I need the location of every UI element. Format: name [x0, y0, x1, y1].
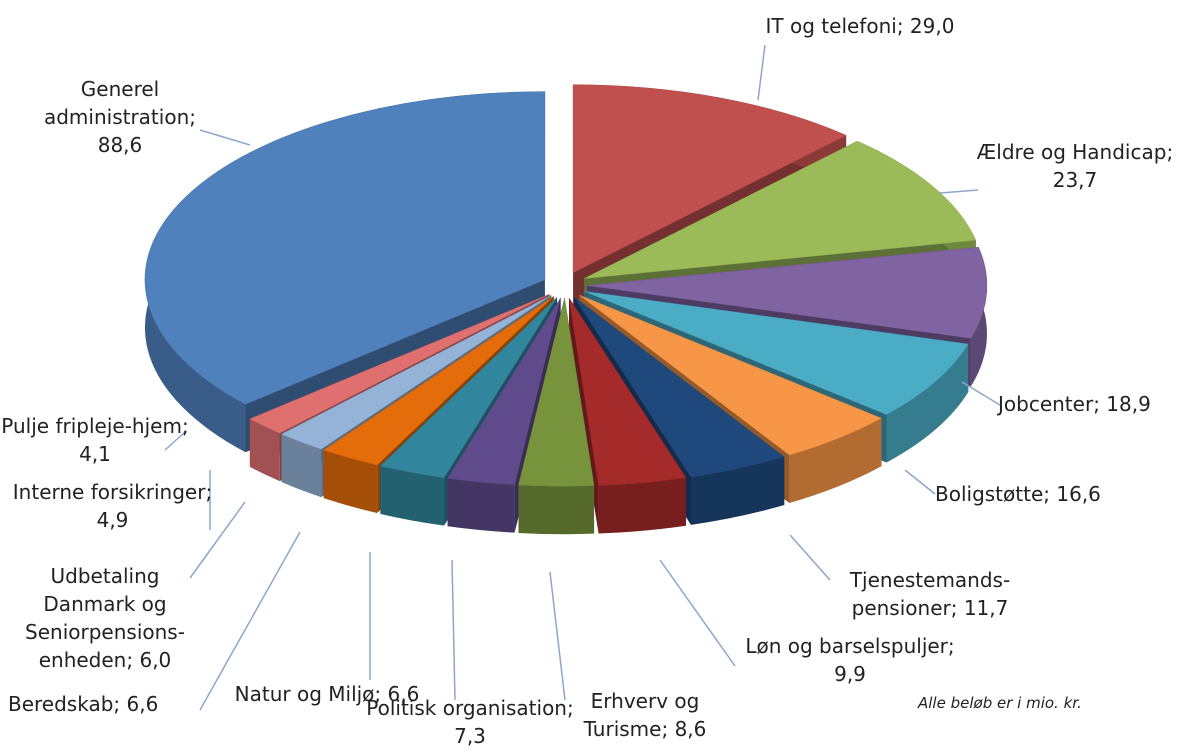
data-label: Jobcenter; 18,9: [998, 390, 1197, 418]
label-name: Generel administration: [43, 77, 190, 129]
label-name: Natur og Miljø: [234, 682, 375, 706]
label-separator: ;: [896, 14, 910, 38]
label-name: Beredskab: [8, 692, 114, 716]
data-label: Tjenestemands-pensioner; 11,7: [815, 566, 1045, 622]
slice-top: [281, 295, 552, 450]
label-value: 29,0: [909, 14, 955, 38]
label-value: 6,6: [387, 682, 420, 706]
data-label: Erhverv og Turisme; 8,6: [560, 687, 730, 743]
data-label: Løn og barselspuljer; 9,9: [735, 632, 965, 688]
slice-top: [379, 297, 558, 478]
data-label: Beredskab; 6,6: [8, 690, 218, 718]
label-value: 6,6: [126, 692, 159, 716]
slice-side: [789, 418, 882, 504]
leader-line: [961, 381, 1001, 406]
label-separator: ;: [205, 480, 219, 504]
label-separator: ;: [1093, 392, 1107, 416]
data-label: Ældre og Handicap; 23,7: [975, 138, 1175, 194]
label-separator: ;: [566, 696, 581, 720]
slice-side: [323, 450, 378, 514]
label-value: 7,3: [454, 724, 486, 748]
slice-top: [144, 91, 546, 405]
label-value: 11,7: [963, 596, 1009, 620]
leader-line: [659, 559, 736, 667]
label-separator: ;: [950, 596, 964, 620]
slice-top: [579, 294, 883, 456]
data-label: Politisk organisation; 7,3: [365, 694, 575, 750]
leader-line: [549, 571, 566, 701]
leader-line: [757, 44, 766, 101]
note: Alle beløb er i mio. kr.: [918, 694, 1082, 712]
label-separator: ;: [1166, 140, 1180, 164]
label-name: Jobcenter: [998, 392, 1094, 416]
leader-line: [199, 531, 301, 711]
slice-top: [586, 246, 988, 339]
slice-top: [447, 297, 561, 485]
label-name: Interne forsikringer: [12, 480, 206, 504]
slice-side: [249, 418, 280, 482]
label-separator: ;: [374, 682, 388, 706]
label-value: 8,6: [674, 717, 707, 741]
label-separator: ;: [189, 105, 203, 129]
slice-top: [568, 297, 687, 486]
label-separator: ;: [661, 717, 675, 741]
label-name: Pulje fripleje-hjem: [1, 414, 182, 438]
leader-line: [189, 501, 246, 579]
data-label: Boligstøtte; 16,6: [935, 480, 1175, 508]
slice-top: [584, 140, 977, 279]
data-label: Interne forsikringer; 4,9: [10, 478, 215, 534]
slice-side: [886, 344, 969, 463]
label-name: Boligstøtte: [935, 482, 1044, 506]
data-label: Udbetaling Danmark og Seniorpensions-enh…: [5, 562, 205, 674]
label-name: Udbetaling Danmark og Seniorpensions-enh…: [25, 564, 185, 672]
label-value: 9,9: [834, 662, 866, 686]
leader-line: [451, 559, 456, 701]
slice-top: [249, 294, 550, 434]
leader-line: [904, 469, 936, 495]
leader-line: [199, 129, 251, 146]
slice-side: [281, 434, 322, 498]
label-value: 18,9: [1106, 392, 1151, 416]
label-value: 4,1: [79, 442, 111, 466]
label-separator: ;: [126, 648, 140, 672]
label-separator: ;: [947, 634, 962, 658]
data-label: Pulje fripleje-hjem; 4,1: [0, 412, 190, 468]
label-name: IT og telefoni: [765, 14, 897, 38]
slice-top: [572, 84, 847, 274]
label-value: 4,9: [96, 508, 129, 532]
slice-side: [518, 484, 595, 535]
label-separator: ;: [1043, 482, 1057, 506]
data-label: Natur og Miljø; 6,6: [232, 680, 422, 708]
slice-side: [691, 456, 785, 525]
slice-top: [518, 298, 595, 487]
label-value: 88,6: [97, 133, 143, 157]
label-name: Tjenestemands-pensioner: [849, 568, 1011, 620]
label-name: Politisk organisation: [366, 696, 567, 720]
leader-line: [939, 189, 979, 194]
label-value: 23,7: [1052, 168, 1098, 192]
label-separator: ;: [113, 692, 127, 716]
label-value: 6,0: [139, 648, 172, 672]
leader-line: [164, 431, 186, 451]
leader-line: [789, 534, 831, 581]
slice-top: [323, 296, 554, 466]
data-label: Generel administration; 88,6: [20, 75, 220, 159]
slice-top: [584, 291, 969, 415]
slice-top: [573, 296, 785, 478]
slice-side: [380, 465, 445, 526]
data-label: IT og telefoni; 29,0: [760, 12, 960, 40]
slice-side: [598, 477, 686, 534]
label-separator: ;: [181, 414, 196, 438]
label-name: Ældre og Handicap: [976, 140, 1167, 164]
slice: [518, 298, 595, 535]
label-value: 16,6: [1056, 482, 1101, 506]
label-name: Løn og barselspuljer: [745, 634, 948, 658]
label-name: Erhverv og Turisme: [583, 689, 700, 741]
slice-side: [447, 478, 515, 533]
